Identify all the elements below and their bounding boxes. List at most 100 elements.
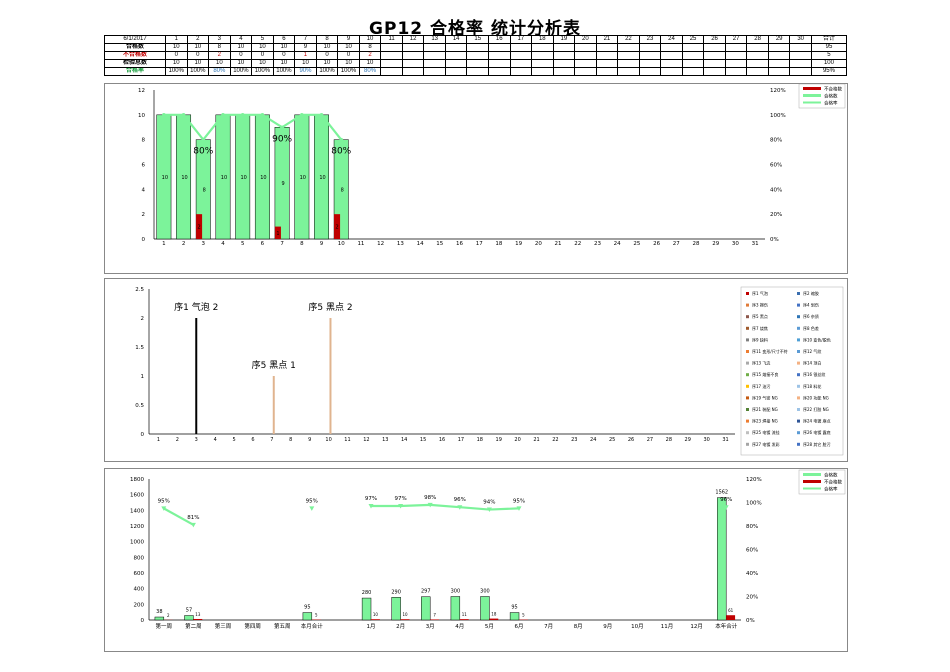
legend-swatch — [797, 373, 800, 377]
table-day-header: 24 — [660, 35, 683, 44]
rate-label: 80% — [331, 147, 351, 157]
legend-swatch — [746, 396, 749, 400]
x-tick-label: 12月 — [690, 623, 703, 630]
legend-swatch — [797, 431, 800, 435]
table-cell — [466, 51, 489, 60]
legend-label: 序22 打胶 NG — [803, 406, 829, 412]
legend-label: 序2 缩胶 — [803, 290, 819, 296]
bar-pass-label: 57 — [186, 608, 192, 614]
bar-fail-label: 10 — [373, 612, 379, 617]
y-tick-label: 200 — [134, 602, 145, 608]
x-tick-label: 30 — [732, 241, 739, 247]
bar-pass-label: 8 — [341, 187, 344, 193]
bar-pass — [421, 596, 431, 621]
legend-swatch — [746, 384, 749, 388]
legend-swatch — [746, 373, 749, 377]
x-tick-label: 5 — [241, 241, 245, 247]
table-cell — [724, 67, 748, 76]
legend-swatch — [746, 292, 749, 295]
table-cell — [444, 51, 468, 60]
y2-tick-label: 40% — [746, 571, 758, 577]
daily-stats-table: 6/1/2017 1 2 3 4 5 6 7 8 9 10 11 12 13 14 15 16 17 18 19 20 2… — [103, 35, 848, 76]
bar-fail-label: 2 — [335, 225, 338, 231]
x-tick-label: 25 — [633, 241, 640, 247]
y-tick-label: 4 — [142, 187, 146, 193]
x-tick-label: 10 — [338, 241, 345, 247]
x-tick-label: 4 — [221, 241, 225, 247]
table-day-header: 12 — [401, 35, 425, 44]
table-cell — [401, 67, 425, 76]
x-tick-label: 1月 — [367, 623, 376, 630]
legend-label: 序20 功能 NG — [803, 394, 829, 400]
table-cell — [617, 51, 640, 60]
table-cell — [660, 67, 683, 76]
table-cell — [423, 59, 446, 68]
x-tick-label: 7月 — [544, 623, 553, 630]
legend-label: 序13 飞边 — [752, 360, 770, 366]
legend-swatch — [746, 419, 749, 423]
table-cell — [509, 51, 533, 60]
legend-label: 序27 电镀 发彩 — [752, 441, 780, 447]
y-tick-label: 1800 — [130, 477, 144, 483]
legend-swatch — [746, 361, 749, 365]
legend-label: 序14 顶白 — [803, 360, 821, 366]
bar-fail-label: 2 — [167, 613, 170, 618]
legend-swatch — [746, 326, 749, 330]
table-cell — [444, 43, 468, 52]
legend-label: 序11 变形/尺寸不符 — [752, 348, 788, 354]
table-cell — [681, 51, 705, 60]
table-cell: 8 — [208, 43, 231, 52]
table-date-cell: 6/1/2017 — [103, 35, 167, 44]
table-cell: 10 — [272, 43, 296, 52]
y-tick-label: 2 — [141, 316, 145, 322]
table-cell — [681, 59, 705, 68]
x-tick-label: 16 — [439, 437, 445, 443]
legend-swatch — [797, 442, 800, 446]
table-cell: 2 — [358, 51, 382, 60]
table-cell — [660, 51, 683, 60]
table-cell — [617, 43, 640, 52]
table-row: 合格数 10 10 8 10 10 10 9 10 10 8 95 — [103, 43, 848, 52]
bar-pass-label: 10 — [162, 175, 168, 181]
rate-label: 97% — [394, 496, 406, 502]
y-tick-label: 8 — [142, 138, 146, 144]
bar-fail — [430, 619, 440, 620]
legend-swatch — [746, 338, 749, 342]
table-cell — [509, 67, 533, 76]
rate-point — [723, 505, 729, 510]
table-day-header: 17 — [509, 35, 533, 44]
table-day-header: 20 — [574, 35, 597, 44]
defect-chart-panel: 0 0.5 1 1.5 2 2.5 1 2 3 4 5 6 7 8 9 10 11 12 13 14 15 16 17 18 1… — [104, 278, 848, 462]
rate-point — [300, 113, 304, 117]
table-day-header: 13 — [423, 35, 446, 44]
bar-fail — [193, 618, 203, 620]
table-day-header: 18 — [531, 35, 554, 44]
legend-swatch — [746, 303, 749, 307]
legend-label: 序19 气密 NG — [752, 394, 778, 400]
x-tick-label: 19 — [496, 437, 502, 443]
table-cell — [789, 43, 812, 52]
table-cell: 10 — [165, 43, 188, 52]
rate-point — [319, 113, 324, 117]
table-cell: 100% — [272, 67, 296, 76]
table-cell: 0 — [337, 51, 360, 60]
x-tick-label: 第一周 — [156, 622, 173, 630]
table-day-header: 16 — [487, 35, 511, 44]
legend-label: 序16 银丝纹 — [803, 371, 825, 377]
rate-label: 98% — [424, 495, 436, 501]
x-tick-label: 15 — [436, 241, 443, 247]
legend-swatch — [746, 408, 749, 411]
legend-swatch — [746, 442, 749, 446]
table-cell — [423, 43, 446, 52]
x-tick-label: 3月 — [426, 623, 435, 630]
table-cell: 10 — [272, 59, 296, 68]
y-tick-label: 12 — [138, 88, 145, 94]
bar-pass-label: 95 — [304, 605, 310, 611]
rate-point — [181, 113, 186, 117]
table-total-cell: 95 — [810, 43, 848, 52]
y2-tick-label: 100% — [770, 113, 786, 119]
legend-label: 合格数 — [824, 93, 838, 100]
y-tick-label: 1.5 — [135, 345, 144, 351]
x-tick-label: 16 — [456, 241, 463, 247]
rate-point — [339, 137, 344, 142]
